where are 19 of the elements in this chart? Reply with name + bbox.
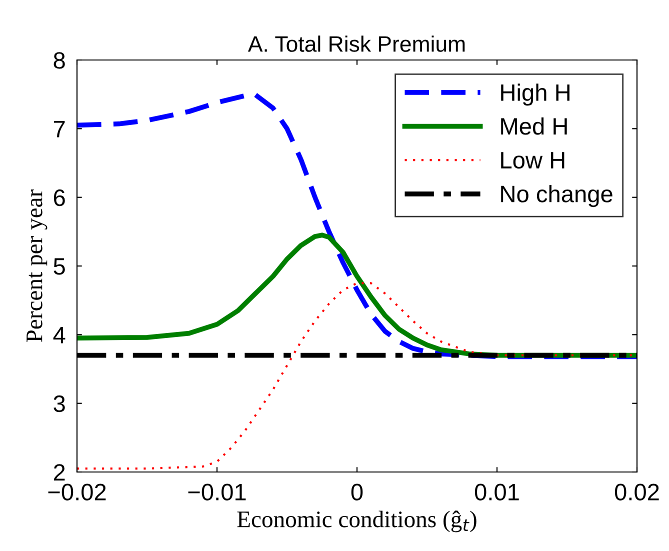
legend-label: No change [501, 185, 612, 208]
y-tick-label: 6 [54, 189, 65, 206]
y-axis-title: Percent per year [26, 190, 48, 342]
y-tick-label: 3 [54, 395, 65, 412]
legend-label: High H [501, 84, 570, 106]
x-tick-label: 0 [351, 484, 363, 500]
x-tick-label: 0.02 [614, 484, 659, 500]
x-tick-label: −0.01 [188, 484, 246, 500]
legend-label: Med H [501, 117, 567, 135]
y-tick-label: 8 [54, 52, 65, 69]
x-axis-title: Economic conditions (ĝ$_{t}$) [237, 510, 476, 532]
y-tick-label: 5 [54, 258, 65, 275]
chart-title: A. Total Risk Premium [248, 36, 465, 52]
legend-label: Low H [501, 152, 564, 169]
y-tick-label: 4 [53, 326, 66, 344]
x-tick-label: 0.01 [474, 484, 519, 500]
y-tick-label: 7 [54, 120, 65, 138]
y-tick-label: 2 [54, 464, 65, 481]
x-tick-label: −0.02 [48, 484, 106, 500]
